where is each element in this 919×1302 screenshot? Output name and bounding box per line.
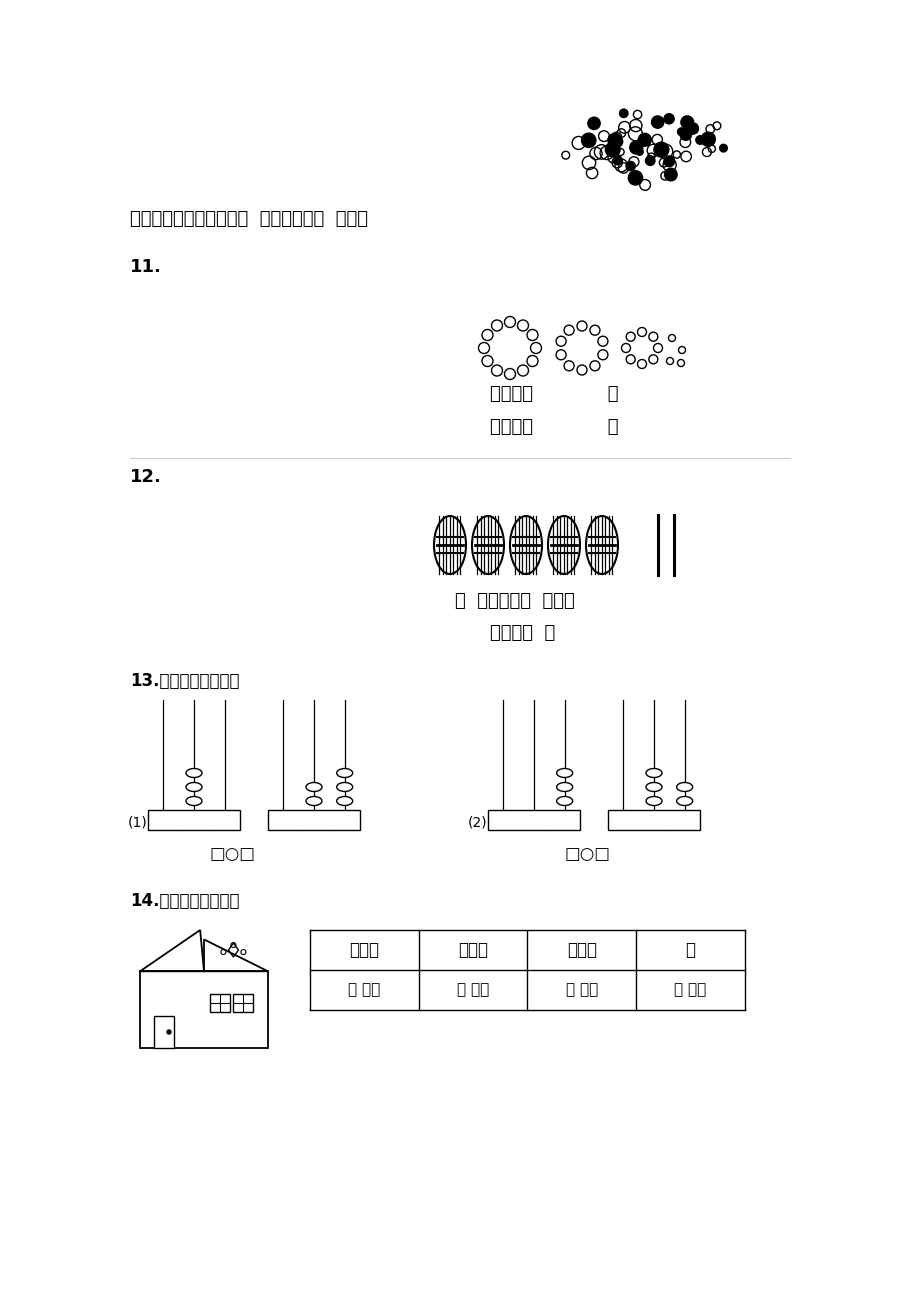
Circle shape <box>651 116 664 128</box>
Circle shape <box>607 133 621 147</box>
Bar <box>233 995 253 1013</box>
Ellipse shape <box>676 797 692 806</box>
Text: 长方形: 长方形 <box>349 941 379 960</box>
Text: 写作：（  ）: 写作：（ ） <box>490 624 555 642</box>
Circle shape <box>635 148 642 155</box>
Bar <box>487 810 579 829</box>
Text: 个位: 个位 <box>558 815 570 825</box>
Circle shape <box>610 135 622 147</box>
Circle shape <box>719 145 727 152</box>
Circle shape <box>680 116 693 129</box>
Circle shape <box>700 133 715 146</box>
Text: （ ）个: （ ）个 <box>457 983 489 997</box>
Ellipse shape <box>186 768 202 777</box>
Text: □○□: □○□ <box>210 845 255 863</box>
Ellipse shape <box>186 783 202 792</box>
Ellipse shape <box>336 797 352 806</box>
Ellipse shape <box>556 768 572 777</box>
Ellipse shape <box>306 783 322 792</box>
Circle shape <box>664 113 674 124</box>
Text: 写作：（             ）: 写作：（ ） <box>490 385 618 404</box>
Circle shape <box>686 122 698 134</box>
Circle shape <box>613 156 621 165</box>
Ellipse shape <box>645 768 662 777</box>
Circle shape <box>653 142 668 158</box>
Bar <box>267 810 359 829</box>
Text: 个位: 个位 <box>338 815 350 825</box>
Text: 11.: 11. <box>130 258 162 276</box>
Ellipse shape <box>336 783 352 792</box>
Text: (1): (1) <box>128 816 148 829</box>
Bar <box>210 995 230 1013</box>
Circle shape <box>587 117 599 129</box>
Text: 读作：（             ）: 读作：（ ） <box>490 418 618 436</box>
Text: 百位: 百位 <box>157 815 169 825</box>
Text: 三角形: 三角形 <box>566 941 596 960</box>
Circle shape <box>664 168 676 181</box>
Text: 个位: 个位 <box>678 815 690 825</box>
Ellipse shape <box>336 768 352 777</box>
Ellipse shape <box>556 797 572 806</box>
Text: 十位: 十位 <box>308 815 320 825</box>
Bar <box>140 971 267 1048</box>
Text: 十位: 十位 <box>528 815 539 825</box>
Text: 百位: 百位 <box>497 815 508 825</box>
Circle shape <box>167 1030 171 1034</box>
Text: 十位: 十位 <box>187 815 199 825</box>
Text: 12.: 12. <box>130 467 162 486</box>
Ellipse shape <box>306 797 322 806</box>
Circle shape <box>628 171 641 185</box>
Bar <box>153 1016 174 1048</box>
Ellipse shape <box>556 783 572 792</box>
Bar <box>607 810 699 829</box>
Ellipse shape <box>645 783 662 792</box>
Text: （  ）个十和（  ）个一: （ ）个十和（ ）个一 <box>455 592 574 611</box>
Text: 14.数一数，填一填。: 14.数一数，填一填。 <box>130 892 239 910</box>
Text: 百位: 百位 <box>278 815 289 825</box>
Text: （ ）个: （ ）个 <box>348 983 380 997</box>
Text: 圆: 圆 <box>685 941 695 960</box>
Text: (2): (2) <box>468 816 487 829</box>
Text: 先估一估，再数一数有（  ）个，读作（  ）个。: 先估一估，再数一数有（ ）个，读作（ ）个。 <box>130 210 368 228</box>
Circle shape <box>581 133 596 147</box>
Circle shape <box>618 109 628 117</box>
Ellipse shape <box>186 797 202 806</box>
Circle shape <box>664 156 674 167</box>
Text: 十位: 十位 <box>647 815 659 825</box>
Bar <box>148 810 240 829</box>
Text: 正方形: 正方形 <box>458 941 488 960</box>
Text: （ ）个: （ ）个 <box>565 983 597 997</box>
Circle shape <box>679 129 691 141</box>
Circle shape <box>605 142 619 156</box>
Circle shape <box>630 141 642 154</box>
Ellipse shape <box>645 797 662 806</box>
Text: 个位: 个位 <box>219 815 231 825</box>
Text: （ ）个: （ ）个 <box>674 983 706 997</box>
Text: □○□: □○□ <box>564 845 610 863</box>
Text: 13.填一填，比一比。: 13.填一填，比一比。 <box>130 672 239 690</box>
Text: 百位: 百位 <box>617 815 629 825</box>
Circle shape <box>638 133 651 146</box>
Circle shape <box>676 128 685 135</box>
Circle shape <box>695 135 704 145</box>
Circle shape <box>625 161 635 171</box>
Circle shape <box>645 156 654 165</box>
Ellipse shape <box>676 783 692 792</box>
